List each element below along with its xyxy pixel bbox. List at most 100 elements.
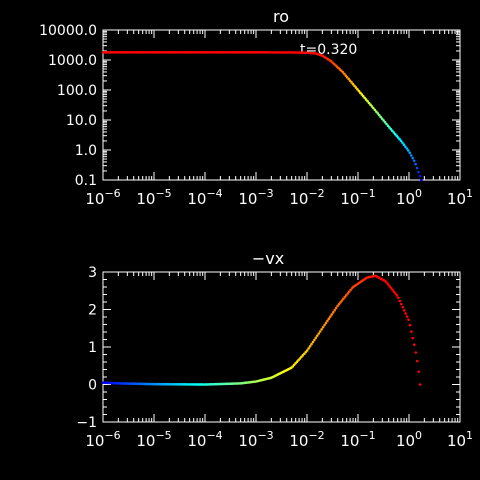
x-tick-base: 10 <box>136 432 155 450</box>
data-point <box>307 347 310 350</box>
x-tick-label: 10−1 <box>340 187 375 208</box>
x-tick-exponent: −5 <box>155 187 171 200</box>
x-tick-exponent: −4 <box>206 187 222 200</box>
data-point <box>386 124 390 128</box>
data-point <box>356 88 359 91</box>
data-point <box>410 330 413 333</box>
x-tick-base: 10 <box>289 190 308 208</box>
data-point <box>320 328 323 331</box>
data-point <box>404 312 407 315</box>
data-point <box>334 306 338 310</box>
x-tick-exponent: −2 <box>308 187 324 200</box>
data-point <box>382 119 385 122</box>
x-tick-label: 10−2 <box>289 429 324 450</box>
x-tick-label: 100 <box>396 187 422 208</box>
velocity-title: −vx <box>252 249 284 268</box>
data-point <box>367 101 371 105</box>
data-point <box>408 151 412 155</box>
data-point <box>348 79 352 83</box>
data-point <box>402 309 406 312</box>
data-point <box>383 120 387 124</box>
x-tick-label: 100 <box>396 429 422 450</box>
data-point <box>345 76 349 79</box>
data-point <box>315 334 319 337</box>
data-point <box>414 351 418 354</box>
y-tick-label: 1.0 <box>75 143 97 159</box>
data-point <box>396 136 400 139</box>
data-point <box>329 315 332 318</box>
data-point <box>412 159 416 162</box>
x-tick-exponent: 1 <box>466 187 473 200</box>
density-title: ro <box>273 7 289 26</box>
x-tick-exponent: −2 <box>308 429 324 442</box>
data-point <box>340 299 344 302</box>
data-point <box>407 149 410 152</box>
data-point <box>349 288 352 292</box>
data-point <box>392 131 396 134</box>
data-point <box>408 323 412 327</box>
y-tick-label: 1 <box>88 340 97 356</box>
x-tick-base: 10 <box>238 190 257 208</box>
data-point <box>415 166 419 170</box>
x-tick-label: 10−5 <box>136 187 171 208</box>
data-point <box>420 178 423 182</box>
data-point <box>339 301 342 304</box>
density-points <box>101 51 423 182</box>
data-point <box>354 86 358 89</box>
y-tick-label: 10000.0 <box>39 23 97 39</box>
data-point <box>376 112 380 115</box>
x-tick-base: 10 <box>396 432 415 450</box>
data-point <box>370 105 374 108</box>
x-tick-base: 10 <box>85 432 104 450</box>
x-tick-base: 10 <box>289 432 308 450</box>
data-point <box>305 349 309 352</box>
data-point <box>321 325 325 329</box>
data-point <box>404 145 407 148</box>
x-tick-label: 10−6 <box>85 429 120 450</box>
x-tick-exponent: 0 <box>415 429 422 442</box>
x-tick-label: 10−3 <box>238 429 273 450</box>
data-point <box>347 290 351 294</box>
data-point <box>308 344 312 348</box>
data-point <box>413 343 416 346</box>
x-tick-exponent: −6 <box>104 187 120 200</box>
data-point <box>394 292 397 295</box>
data-point <box>389 127 393 131</box>
data-point <box>311 340 315 344</box>
x-tick-base: 10 <box>340 190 359 208</box>
x-tick-label: 10−2 <box>289 187 324 208</box>
data-point <box>415 359 419 363</box>
data-point <box>402 143 406 147</box>
data-point <box>395 294 399 297</box>
data-point <box>330 313 334 316</box>
data-point <box>372 106 375 110</box>
data-point <box>324 321 328 325</box>
data-point <box>398 137 401 141</box>
data-point <box>343 295 347 299</box>
data-point <box>363 96 366 100</box>
x-tick-exponent: −5 <box>155 429 171 442</box>
data-point <box>392 290 396 294</box>
data-point <box>323 323 326 327</box>
y-tick-label: 1000.0 <box>48 53 97 69</box>
y-tick-label: 0 <box>88 378 97 394</box>
data-point <box>385 122 388 126</box>
data-point <box>350 81 353 84</box>
density-ticks: 10−6 10−5 10−4 10−3 10−2 10−1 100 1010.11.010.0… <box>39 23 473 208</box>
data-point <box>399 139 403 143</box>
data-point <box>313 338 316 342</box>
data-point <box>314 336 318 340</box>
data-point <box>346 292 350 295</box>
x-tick-base: 10 <box>187 190 206 208</box>
data-point <box>380 117 384 121</box>
data-point <box>397 296 400 300</box>
x-tick-exponent: −3 <box>257 187 273 200</box>
x-tick-label: 10−6 <box>85 187 120 208</box>
x-tick-exponent: 0 <box>415 187 422 200</box>
x-tick-base: 10 <box>447 432 466 450</box>
data-point <box>411 336 415 340</box>
y-tick-label: 0.1 <box>75 173 97 189</box>
data-point <box>417 170 420 174</box>
data-point <box>364 98 368 101</box>
